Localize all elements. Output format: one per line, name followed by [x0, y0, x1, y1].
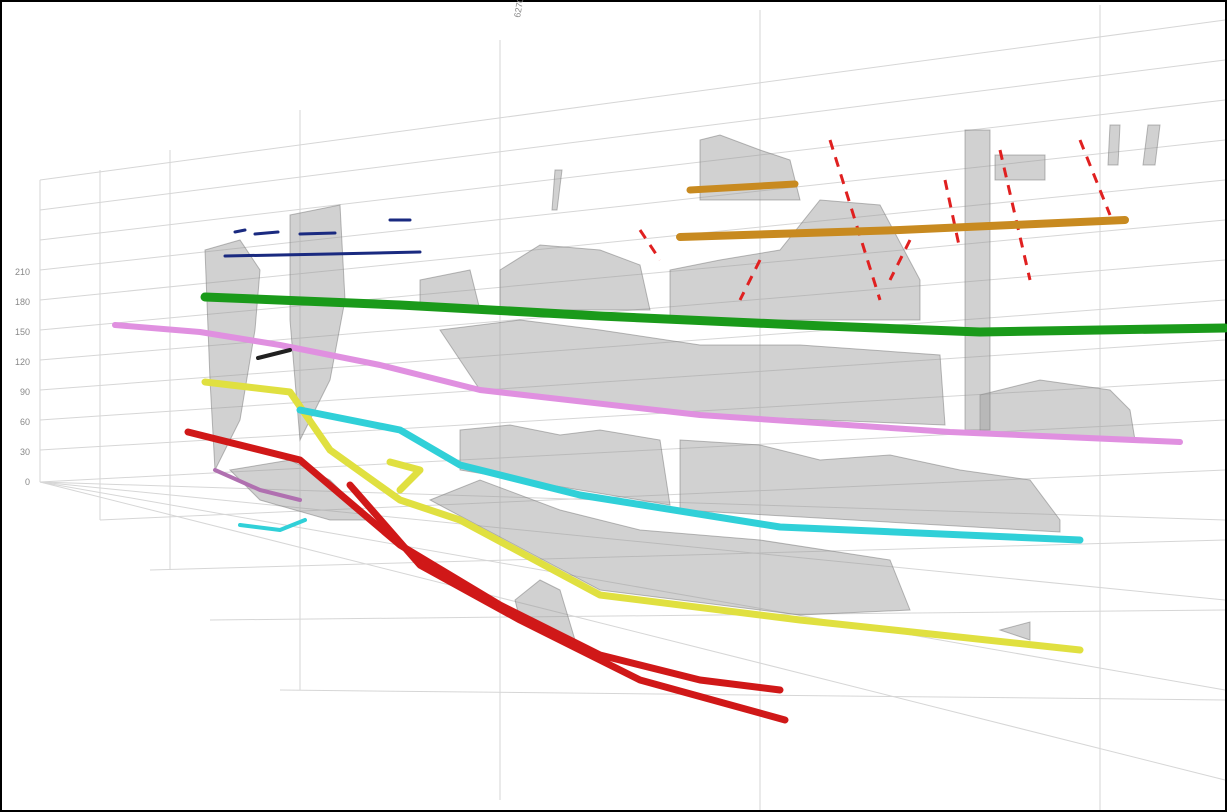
vertical-axis-label: 0	[25, 477, 30, 487]
vertical-axis-label: 30	[20, 447, 30, 457]
vertical-axis-labels: 0 30 60 90 120 150 180 210	[15, 267, 30, 487]
vertical-axis-label: 150	[15, 327, 30, 337]
tunnels	[112, 180, 1227, 724]
drillholes	[638, 139, 1112, 301]
vertical-axis-label: 60	[20, 417, 30, 427]
vertical-axis-label: 90	[20, 387, 30, 397]
vertical-axis-label: 180	[15, 297, 30, 307]
vertical-axis-label: 120	[15, 357, 30, 367]
grid	[39, 5, 1226, 810]
vertical-axis-label: 210	[15, 267, 30, 277]
